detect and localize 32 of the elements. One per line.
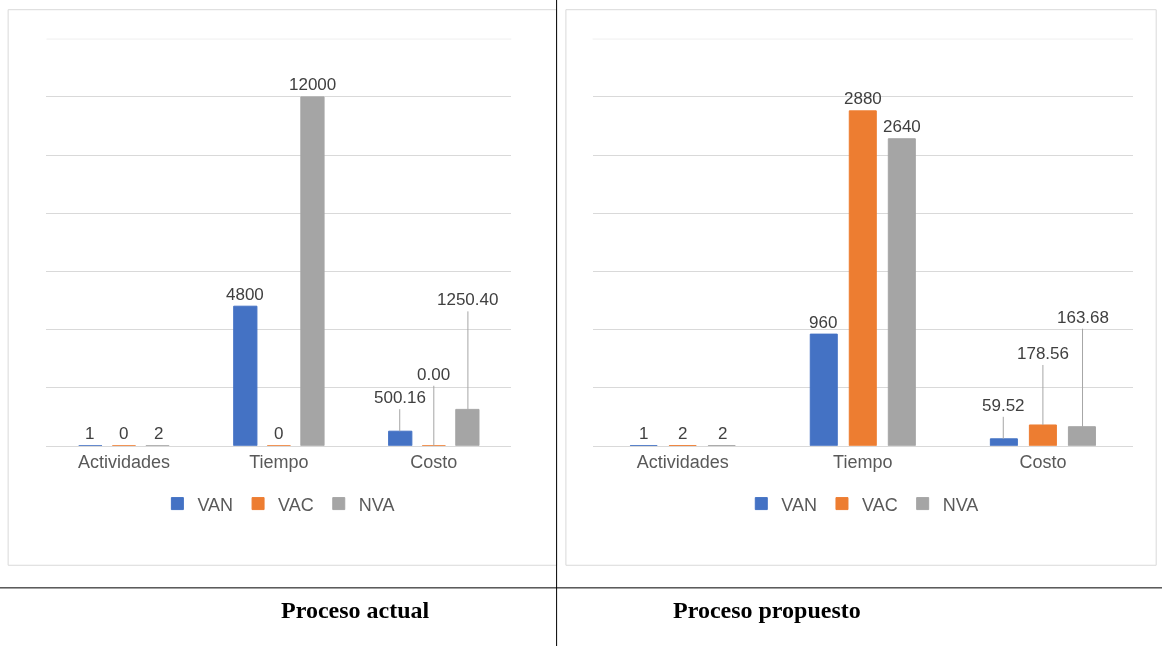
- data-label: 59.52: [982, 396, 1025, 415]
- data-label: 500.16: [374, 388, 426, 407]
- legend-label: NVA: [942, 494, 979, 515]
- text: Proceso actual: [281, 597, 430, 623]
- data-label: 163.68: [1057, 308, 1109, 327]
- x-tick-label: Tiempo: [833, 452, 893, 473]
- data-label: 0: [119, 424, 129, 443]
- data-label: 2880: [844, 89, 882, 108]
- legend-label: NVA: [358, 494, 395, 515]
- data-label: 0: [274, 424, 284, 443]
- data-label: 2640: [883, 117, 921, 136]
- x-tick-label: Actividades: [636, 452, 729, 473]
- data-label: 2: [678, 424, 688, 443]
- x-tick-label: Costo: [410, 452, 458, 473]
- data-label: 1: [639, 424, 649, 443]
- x-tick-label: Costo: [1019, 452, 1067, 473]
- data-label: 960: [809, 313, 838, 332]
- legend-label: VAN: [781, 494, 817, 515]
- legend-label: VAN: [197, 494, 234, 515]
- text: Proceso propuesto: [673, 597, 861, 623]
- data-label: 178.56: [1017, 344, 1069, 363]
- data-label: 4800: [226, 285, 264, 304]
- data-label: 2: [718, 424, 728, 443]
- legend-label: VAC: [861, 494, 898, 515]
- data-label: 2: [154, 424, 164, 443]
- data-label: 1: [85, 424, 95, 443]
- x-tick-label: Tiempo: [249, 452, 309, 473]
- data-label: 0.00: [417, 365, 451, 384]
- data-label: 12000: [289, 75, 337, 94]
- legend-label: VAC: [278, 494, 314, 515]
- x-tick-label: Actividades: [77, 452, 170, 473]
- data-label: 1250.40: [437, 290, 499, 309]
